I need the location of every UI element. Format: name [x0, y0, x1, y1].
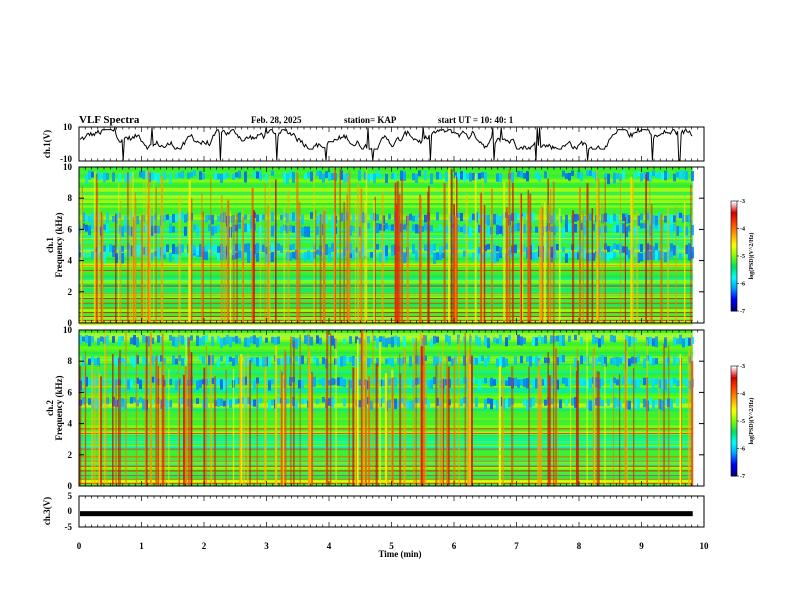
spec1-ytick-6: 6 [68, 224, 73, 234]
spec1-ytick-2: 2 [68, 287, 73, 297]
spec1-ytick-10: 10 [63, 162, 73, 172]
ch3-signal-band [80, 511, 693, 517]
spec2-ylabel-frequency: Frequency (kHz) [54, 375, 64, 440]
spec2-ytick-10: 10 [63, 325, 73, 335]
x-axis-tick-labels: 0 1 2 3 4 5 6 7 8 9 10 [77, 541, 709, 551]
panel-ch2-spectrogram: 0 2 4 6 8 10 ch.2 Frequency (kHz) -3 -4 -5 -6 -7 l… [45, 325, 755, 491]
spec2-ylabel-channel: ch.2 [45, 400, 55, 416]
spec2-ytick-6: 6 [68, 387, 73, 397]
cb1-tick--7: -7 [740, 309, 745, 315]
cb2-tick--6: -6 [740, 447, 745, 453]
panel-ch1-frame [78, 126, 705, 162]
cb2-tick--5: -5 [740, 419, 745, 425]
x-axis-ticks [78, 127, 705, 527]
ch1-ytick-bottom: -10 [60, 154, 72, 164]
ch2-colorbar: -3 -4 -5 -6 -7 log(PSD)(V^2/Hz) [730, 364, 755, 480]
ch3-ytick-5: 5 [68, 491, 73, 501]
ch3-ytick-minus5: -5 [65, 522, 73, 532]
x-tick-10: 10 [700, 541, 710, 551]
cb2-tick--4: -4 [740, 392, 745, 398]
date-label: Feb. 28, 2025 [251, 115, 302, 125]
cb1-label: log(PSD)(V^2/Hz) [748, 233, 755, 280]
spec1-ylabel-channel: ch.1 [45, 237, 55, 253]
x-tick-8: 8 [577, 541, 582, 551]
panel-ch1-spectrogram: 0 2 4 6 8 10 ch.1 Frequency (kHz) -3 -4 -5 -6 -7 l… [45, 162, 755, 328]
ch1-spectrogram-image [79, 167, 694, 326]
x-tick-2: 2 [202, 541, 207, 551]
cb1-tick--6: -6 [740, 282, 745, 288]
station-label: station= KAP [344, 115, 397, 125]
ch1-ytick-top: 10 [63, 122, 73, 132]
cb2-tick--3: -3 [740, 364, 745, 370]
chart-title: VLF Spectra [79, 114, 140, 126]
cb1-tick--4: -4 [740, 227, 745, 233]
ch3-ylabel: ch.3(V) [42, 497, 52, 525]
cb2-label: log(PSD)(V^2/Hz) [748, 398, 755, 445]
ch1-ylabel: ch.1(V) [42, 130, 52, 158]
spec1-ytick-4: 4 [68, 256, 73, 266]
spec1-ytick-8: 8 [68, 193, 73, 203]
spec1-ytick-0: 0 [68, 318, 73, 328]
cb2-tick--7: -7 [740, 474, 745, 480]
x-tick-9: 9 [639, 541, 644, 551]
cb1-tick--5: -5 [740, 254, 745, 260]
start-ut-label: start UT = 10: 40: 1 [438, 115, 514, 125]
x-tick-1: 1 [139, 541, 144, 551]
spec2-ytick-0: 0 [68, 481, 73, 491]
x-axis-label: Time (min) [378, 549, 421, 559]
x-tick-4: 4 [327, 541, 332, 551]
x-tick-7: 7 [514, 541, 519, 551]
x-tick-6: 6 [452, 541, 457, 551]
x-tick-5: 5 [389, 541, 394, 551]
ch2-spectrogram-image [79, 330, 694, 486]
spec1-ylabel-frequency: Frequency (kHz) [54, 212, 64, 277]
x-tick-3: 3 [264, 541, 269, 551]
spec2-ytick-8: 8 [68, 356, 73, 366]
spec2-ytick-2: 2 [68, 450, 73, 460]
ch1-waveform-line [79, 125, 693, 161]
x-tick-0: 0 [77, 541, 82, 551]
cb1-tick--3: -3 [740, 199, 745, 205]
ch1-colorbar: -3 -4 -5 -6 -7 log(PSD)(V^2/Hz) [730, 199, 755, 315]
spec2-ytick-4: 4 [68, 419, 73, 429]
ch3-ytick-0: 0 [68, 506, 73, 516]
